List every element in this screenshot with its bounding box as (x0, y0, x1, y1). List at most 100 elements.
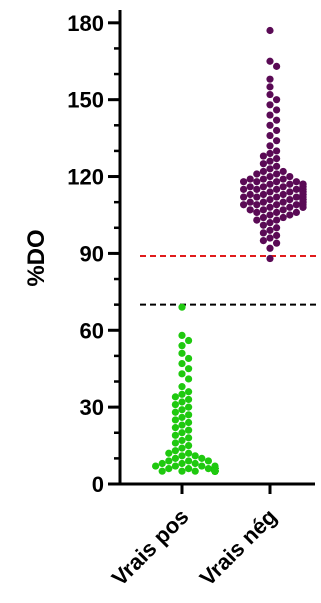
data-point (198, 462, 206, 470)
data-point (273, 147, 281, 155)
data-point (178, 370, 186, 378)
data-point (266, 172, 274, 181)
data-point (185, 354, 193, 363)
data-point (246, 183, 254, 191)
data-point (171, 424, 179, 432)
data-point (273, 116, 281, 124)
data-point (266, 165, 274, 173)
data-point (204, 457, 212, 465)
data-point (279, 167, 287, 176)
data-point (185, 375, 193, 383)
data-point (273, 185, 281, 193)
data-point (286, 172, 294, 181)
data-point (246, 206, 254, 214)
data-point (185, 411, 193, 419)
threshold-lines (140, 254, 316, 306)
data-point (273, 231, 281, 240)
data-point (259, 236, 267, 245)
data-point (266, 219, 274, 227)
data-point (266, 83, 274, 91)
data-point (286, 188, 294, 196)
data-point (185, 434, 193, 442)
data-point (178, 413, 186, 421)
data-point (158, 467, 166, 475)
data-point (185, 336, 193, 345)
data-point (292, 178, 300, 186)
data-point (246, 190, 254, 199)
data-point (259, 190, 267, 199)
data-point (185, 426, 193, 434)
data-point (273, 106, 281, 114)
data-point (191, 459, 199, 468)
data-point (279, 213, 287, 222)
data-point (299, 203, 307, 211)
data-point (178, 390, 186, 398)
data-point (286, 196, 294, 204)
x-tick-label: Vrais nég (195, 504, 282, 591)
data-point (279, 175, 287, 183)
data-point (158, 459, 166, 468)
data-point (273, 208, 281, 217)
data-point (273, 178, 281, 186)
data-point (266, 157, 274, 165)
data-point (259, 175, 267, 183)
data-point (266, 142, 274, 150)
data-point (266, 26, 274, 35)
data-point (253, 216, 261, 224)
data-point (171, 447, 179, 455)
data-point (273, 193, 281, 201)
data-point (266, 203, 274, 211)
data-point (266, 244, 274, 252)
data-point (185, 388, 193, 396)
data-point (266, 75, 274, 83)
data-point (253, 178, 261, 186)
data-point (152, 462, 160, 470)
data-point (185, 418, 193, 427)
data-point (259, 167, 267, 176)
data-point (178, 359, 186, 368)
data-point (178, 406, 186, 414)
data-point (178, 303, 186, 311)
data-point (273, 201, 281, 209)
data-point (286, 203, 294, 211)
data-point (266, 121, 274, 129)
data-point (246, 198, 254, 206)
data-point (279, 198, 287, 206)
data-point (279, 190, 287, 199)
data-point (171, 431, 179, 439)
data-point (292, 193, 300, 201)
data-point (185, 395, 193, 404)
data-point (185, 449, 193, 457)
data-point (178, 444, 186, 452)
data-point (292, 208, 300, 217)
data-point (266, 101, 274, 109)
y-tick-label: 0 (92, 472, 104, 497)
data-point (259, 160, 267, 168)
data-point (286, 211, 294, 219)
data-point (259, 221, 267, 229)
data-point (246, 175, 254, 183)
data-point (204, 465, 212, 473)
y-tick-label: 90 (80, 241, 104, 266)
y-tick-label: 60 (80, 318, 104, 343)
data-point (259, 229, 267, 237)
data-point (266, 131, 274, 140)
data-point (273, 126, 281, 135)
data-point (259, 183, 267, 191)
data-point (266, 57, 274, 65)
data-point (178, 452, 186, 460)
y-tick-label: 120 (67, 165, 104, 190)
data-point (240, 201, 248, 209)
data-point (165, 449, 173, 457)
data-point (259, 206, 267, 214)
data-point (191, 467, 199, 475)
data-point (198, 454, 206, 462)
data-point (178, 331, 186, 339)
data-point (185, 465, 193, 473)
data-point (266, 90, 274, 99)
data-point (266, 196, 274, 204)
data-point (178, 342, 186, 350)
data-point (266, 254, 274, 263)
data-point (165, 457, 173, 465)
